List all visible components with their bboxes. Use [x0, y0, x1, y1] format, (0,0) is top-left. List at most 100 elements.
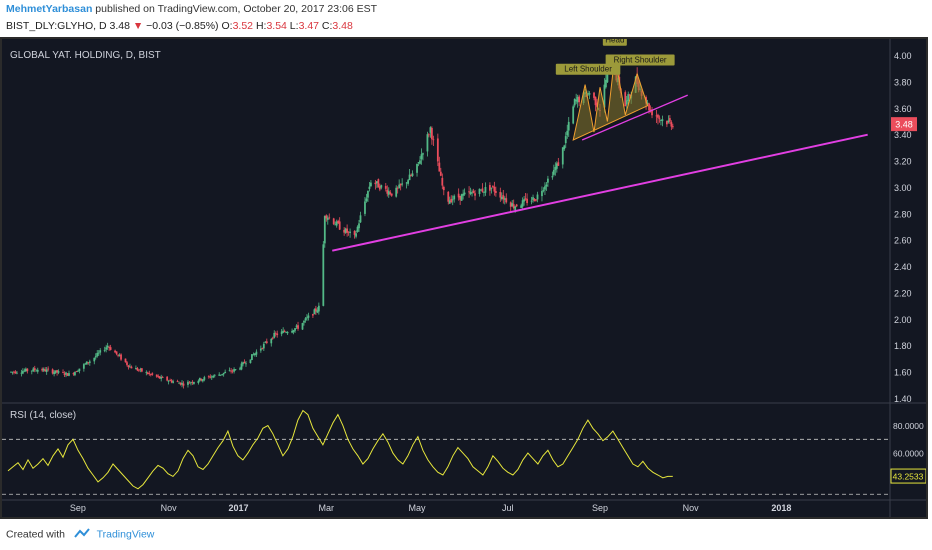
candle-body — [297, 325, 299, 329]
candle-body — [588, 93, 591, 95]
candle-body — [219, 374, 222, 376]
candle-body — [368, 186, 371, 190]
candle-body — [65, 372, 67, 375]
candle-body — [380, 185, 383, 188]
candle-body — [535, 199, 537, 201]
candle-body — [271, 337, 274, 339]
candle-body — [129, 366, 131, 368]
candle-body — [411, 173, 414, 176]
candle-body — [243, 362, 246, 364]
candle-body — [365, 198, 368, 202]
head-label-bg — [602, 39, 627, 46]
candle-body — [407, 180, 409, 184]
trendline-neckline — [581, 94, 688, 141]
candle-body — [657, 114, 659, 118]
author-link[interactable]: MehmetYarbasan — [6, 3, 93, 15]
candle-body — [356, 226, 359, 232]
candle-body — [468, 191, 470, 193]
candle-body — [221, 374, 224, 375]
candle-body — [234, 369, 237, 371]
trendline-support — [332, 133, 868, 252]
candle-body — [13, 371, 15, 373]
right-shoulder-label-bg — [605, 54, 675, 66]
candle-body — [270, 338, 273, 344]
candle-body — [514, 206, 517, 211]
candle-body — [265, 341, 268, 343]
high-value: 3.54 — [266, 20, 287, 32]
candle-body — [137, 369, 140, 371]
candle-body — [56, 370, 58, 373]
candle-body — [26, 368, 29, 372]
candle-body — [503, 198, 506, 200]
candle-body — [401, 183, 404, 185]
candle-body — [625, 100, 628, 105]
candle-body — [41, 368, 44, 371]
candle-body — [33, 368, 36, 371]
candle-body — [545, 184, 548, 187]
head-shoulders-pattern — [572, 55, 649, 141]
candle-body — [668, 118, 671, 122]
price-tick-label: 2.80 — [894, 209, 912, 219]
candle-body — [72, 373, 75, 375]
candle-body — [139, 368, 142, 370]
candle-body — [197, 380, 200, 383]
candle-body — [596, 102, 598, 107]
candle-body — [551, 176, 554, 178]
candle-body — [317, 305, 320, 312]
candle-body — [145, 372, 148, 373]
candle-body — [213, 374, 216, 376]
candle-body — [108, 347, 111, 348]
candle-body — [103, 350, 106, 351]
candle-body — [478, 188, 481, 194]
candle-body — [115, 351, 118, 355]
candle-body — [375, 181, 378, 184]
candle-body — [203, 377, 206, 380]
candle-body — [109, 347, 112, 350]
candle-body — [432, 139, 435, 141]
candle-body — [494, 191, 497, 193]
candle-body — [146, 372, 149, 375]
candle-body — [188, 382, 191, 384]
candle-body — [127, 365, 130, 368]
candle-body — [395, 187, 398, 197]
candle-body — [231, 370, 234, 372]
candle-body — [566, 130, 569, 136]
tradingview-brand[interactable]: TradingView — [96, 528, 155, 541]
candle-body — [21, 371, 24, 374]
candle-body — [291, 330, 293, 333]
candle-body — [68, 373, 70, 376]
candle-body — [106, 345, 109, 348]
candle-body — [378, 186, 381, 190]
price-change: −0.03 (−0.85%) — [146, 20, 219, 32]
candle-body — [35, 370, 38, 372]
rsi-title: RSI (14, close) — [10, 410, 76, 421]
rsi-tick-label: 80.0000 — [893, 421, 924, 431]
candle-body — [245, 363, 247, 365]
candle-body — [45, 369, 48, 372]
candle-body — [416, 163, 418, 173]
candle-body — [88, 361, 91, 363]
close-value: 3.48 — [332, 20, 353, 32]
candle-body — [24, 368, 27, 372]
chart-frame[interactable]: GLOBAL YAT. HOLDING, D, BIST RSI (14, clo… — [0, 37, 928, 519]
candle-body — [349, 231, 351, 233]
candle-body — [170, 380, 173, 383]
candle-body — [523, 199, 526, 202]
candle-body — [344, 228, 347, 233]
candle-body — [304, 318, 307, 321]
candle-body — [167, 380, 170, 382]
candle-body — [364, 201, 366, 214]
candle-body — [603, 84, 606, 108]
candle-body — [23, 370, 26, 372]
candle-body — [405, 182, 408, 184]
candle-body — [491, 185, 494, 187]
time-tick-label: Mar — [319, 503, 335, 513]
candle-body — [430, 127, 433, 140]
candle-body — [420, 154, 423, 160]
chart-canvas[interactable]: GLOBAL YAT. HOLDING, D, BIST RSI (14, clo… — [2, 39, 926, 517]
down-arrow-icon: ▼ — [132, 20, 144, 32]
candle-body — [93, 357, 96, 362]
candle-body — [554, 166, 557, 171]
low-value: 3.47 — [298, 20, 319, 32]
time-tick-label: Sep — [70, 503, 86, 513]
